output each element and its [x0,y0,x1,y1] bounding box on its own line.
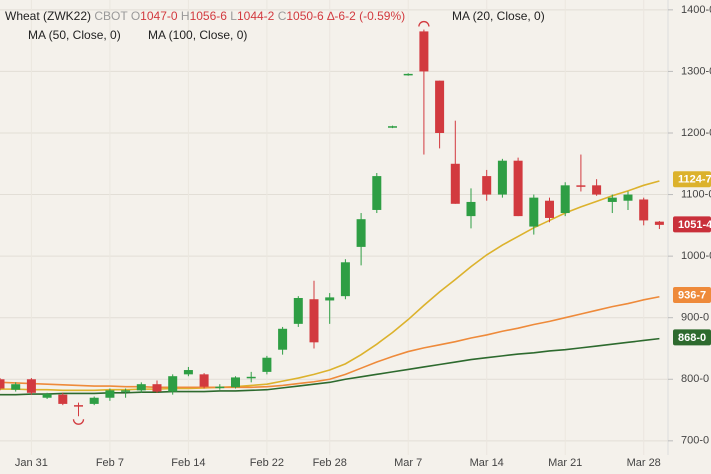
candle-body [403,73,413,76]
grid [0,0,668,455]
field-value: 1056-6 [190,9,228,23]
y-tick-label: 1100-0 [681,188,711,200]
candle-body [0,379,5,389]
x-tick-label: Feb 7 [96,457,124,469]
symbol: Wheat (ZWK22) [5,9,91,23]
candle-body [545,200,554,218]
field-key: H [181,9,190,23]
y-tick-label: 1400-0 [681,4,711,16]
candle-body [639,199,649,221]
y-tick-label: 800-0 [681,373,709,385]
y-tick-label: 1300-0 [681,65,711,77]
candle-body [388,126,397,128]
price-tag-label: 936-7 [678,289,706,301]
candle-body [309,299,319,343]
candle-body [89,397,99,404]
x-tick-label: Mar 21 [548,457,582,469]
legend-entry[interactable]: MA (50, Close, 0) [28,28,121,42]
price-tag [673,171,711,188]
field-key: L [230,9,237,23]
ma-line [0,295,660,389]
candle-body [560,185,570,214]
candle-body [340,262,350,297]
x-tick-label: Mar 7 [394,457,422,469]
candle-body [246,376,256,379]
y-tick-label: 1000-0 [681,250,711,262]
candle-body [262,357,272,372]
x-tick-label: Jan 31 [15,457,48,469]
candle-body [105,390,115,398]
legend-entry[interactable]: MA (20, Close, 0) [452,9,545,23]
field-value: 1047-0 [140,9,178,23]
candle-body [497,160,507,195]
candle-body [372,176,382,210]
x-tick-label: Feb 28 [313,457,347,469]
field-value: 1044-2 [237,9,275,23]
header: Wheat (ZWK22) CBOT O1047-0 H1056-6 L1044… [5,9,405,23]
price-tag-label: 1051-4 [678,219,711,231]
candle-body [482,176,492,195]
field-key: O [131,9,140,23]
y-tick-label: 700-0 [681,435,709,447]
high-marker [418,20,430,27]
candle-body [183,370,193,375]
candle-body [215,386,225,389]
x-tick-label: Feb 14 [171,457,205,469]
candle-body [654,221,664,225]
candle-body [356,219,366,247]
candle-body [11,384,21,390]
candle-body [121,390,131,392]
change: ∆-6-2 (-0.59%) [327,9,405,23]
candle-body [466,201,476,217]
candle-body [42,394,52,398]
candle-body [231,377,240,388]
x-tick-label: Mar 28 [627,457,661,469]
price-tag [673,216,711,233]
x-tick-label: Mar 14 [470,457,504,469]
price-tag-label: 868-0 [678,332,706,344]
price-tag [673,329,711,346]
candle-body [58,394,68,404]
y-tick-label: 900-0 [681,312,709,324]
candle-body [623,194,633,201]
candle-body [419,31,429,72]
candle-body [199,374,209,387]
price-tag-label: 1124-7 [678,174,711,186]
candle-body [450,163,460,204]
candle-body [607,197,617,202]
candle-body [513,160,523,217]
field-value: 1050-6 [286,9,324,23]
candle-body [325,297,335,301]
candle-body [136,384,146,391]
candle-body [152,384,162,392]
candle-body [293,297,303,324]
candle-body [26,379,36,393]
exchange: CBOT [94,9,128,23]
candle-body [168,376,178,392]
candle-body [529,197,539,227]
candle-body [74,405,83,407]
price-tag [673,286,711,303]
y-tick-label: 1200-0 [681,127,711,139]
candle-body [435,80,445,133]
x-tick-label: Feb 22 [250,457,284,469]
candle-body [576,185,586,187]
candle-body [278,328,288,350]
field-key: C [278,9,287,23]
legend-entry[interactable]: MA (100, Close, 0) [148,28,247,42]
low-marker [72,419,85,425]
candle-body [592,185,602,195]
